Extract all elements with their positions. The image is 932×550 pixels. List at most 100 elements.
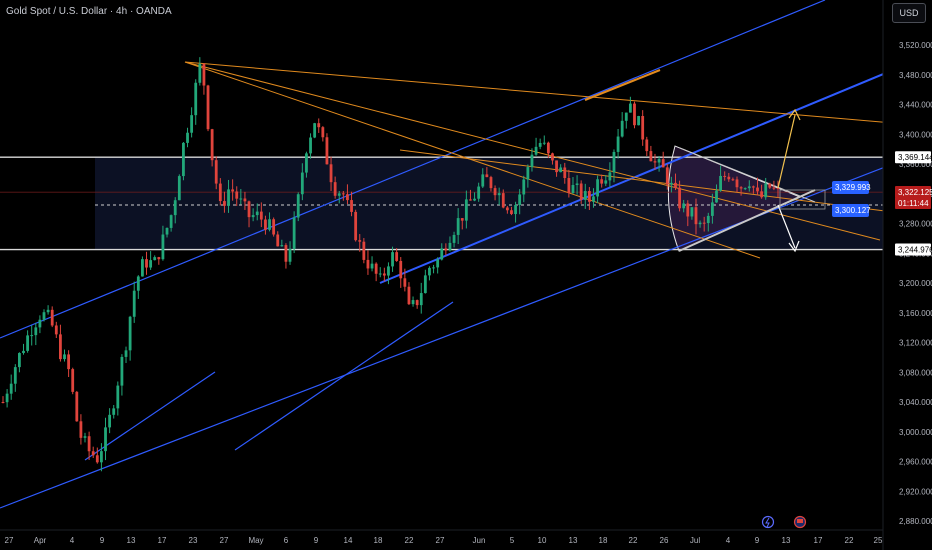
candle-body bbox=[136, 276, 140, 291]
candle-body bbox=[50, 309, 54, 326]
candle-body bbox=[231, 189, 235, 192]
candle-body bbox=[600, 179, 604, 184]
y-tick-label: 3,440.000 bbox=[899, 101, 932, 110]
candle-body bbox=[551, 153, 554, 161]
countdown-tag-bg bbox=[895, 197, 931, 209]
candle-body bbox=[264, 219, 267, 230]
candle-body bbox=[739, 187, 743, 189]
measure-box bbox=[779, 189, 826, 210]
candle-body bbox=[444, 248, 448, 251]
candle-body bbox=[497, 193, 501, 196]
candle-body bbox=[190, 115, 194, 133]
candle-body bbox=[448, 242, 452, 251]
candle-body bbox=[534, 146, 538, 155]
candle-body bbox=[259, 211, 263, 220]
candle-body bbox=[325, 137, 329, 165]
candle-body bbox=[674, 182, 677, 188]
x-tick-label: 27 bbox=[220, 536, 229, 545]
candle-body bbox=[715, 190, 718, 203]
candle-body bbox=[514, 204, 517, 215]
candle-body bbox=[198, 63, 202, 83]
candle-body bbox=[124, 350, 128, 357]
candle-body bbox=[538, 142, 542, 147]
candle-body bbox=[628, 103, 632, 113]
y-tick-label: 2,920.000 bbox=[899, 487, 932, 496]
candle-body bbox=[145, 259, 148, 268]
x-tick-label: 23 bbox=[189, 536, 198, 545]
event-lightning-icon[interactable] bbox=[761, 515, 775, 529]
candle-body bbox=[317, 123, 321, 128]
x-tick-label: Apr bbox=[34, 536, 47, 545]
candle-body bbox=[526, 167, 530, 180]
candle-body bbox=[399, 260, 403, 279]
trendline bbox=[184, 61, 894, 124]
y-tick-label: 3,480.000 bbox=[899, 71, 932, 80]
candle-body bbox=[120, 356, 124, 386]
candle-body bbox=[587, 191, 591, 202]
candle-body bbox=[477, 186, 481, 199]
candle-body bbox=[391, 252, 394, 267]
resistance-tag-bg bbox=[895, 151, 931, 164]
triangle-lower-leg bbox=[678, 189, 816, 252]
candle-body bbox=[669, 182, 673, 185]
target-up-tag: 3,329.993 bbox=[835, 183, 871, 192]
candle-body bbox=[182, 142, 185, 177]
candle-body bbox=[694, 207, 698, 225]
candle-body bbox=[624, 112, 628, 121]
countdown-tag: 01:11:44 bbox=[898, 199, 929, 208]
candle-body bbox=[169, 215, 173, 228]
x-tick-label: 17 bbox=[158, 536, 167, 545]
candle-body bbox=[481, 174, 485, 187]
candle-body bbox=[637, 116, 640, 126]
candle-body bbox=[415, 300, 419, 306]
candle-body bbox=[366, 259, 370, 269]
candle-body bbox=[686, 203, 690, 217]
candle-body bbox=[768, 183, 772, 188]
candle-body bbox=[473, 198, 476, 201]
candle-body bbox=[358, 240, 362, 242]
candle-body bbox=[370, 263, 374, 269]
price-axis[interactable] bbox=[883, 0, 932, 550]
candle-body bbox=[723, 175, 727, 177]
candle-body bbox=[235, 191, 239, 199]
candle-body bbox=[592, 196, 595, 202]
candle-body bbox=[354, 211, 358, 241]
candle-body bbox=[760, 191, 763, 198]
candle-body bbox=[346, 194, 349, 201]
candle-body bbox=[710, 202, 714, 216]
candle-body bbox=[382, 273, 386, 276]
x-tick-label: 22 bbox=[845, 536, 854, 545]
x-tick-label: 10 bbox=[538, 536, 547, 545]
candle-body bbox=[559, 167, 563, 173]
candle-body bbox=[719, 175, 722, 191]
candle-body bbox=[678, 187, 681, 209]
currency-button[interactable]: USD bbox=[892, 3, 926, 23]
candle-body bbox=[407, 286, 411, 305]
candle-body bbox=[571, 185, 575, 194]
candle-body bbox=[501, 193, 505, 208]
candle-body bbox=[239, 198, 243, 200]
candle-body bbox=[436, 259, 440, 268]
candle-body bbox=[665, 167, 669, 185]
candle-body bbox=[706, 215, 710, 224]
target-up-tag-bg bbox=[832, 181, 869, 194]
candle-body bbox=[329, 164, 333, 183]
candle-body bbox=[186, 132, 189, 143]
candle-body bbox=[75, 391, 79, 422]
candle-body bbox=[485, 174, 489, 178]
candle-body bbox=[46, 309, 50, 313]
candle-body bbox=[395, 252, 399, 261]
projection-down-line bbox=[777, 204, 796, 249]
candle-body bbox=[641, 116, 645, 140]
x-tick-label: 18 bbox=[374, 536, 383, 545]
candle-body bbox=[243, 198, 247, 202]
x-tick-label: 5 bbox=[510, 536, 515, 545]
candle-body bbox=[141, 259, 144, 277]
support-tag: 3,244.976 bbox=[898, 246, 932, 255]
y-tick-label: 3,200.000 bbox=[899, 279, 932, 288]
support-tag-bg bbox=[895, 243, 931, 256]
candle-body bbox=[362, 241, 366, 260]
candle-body bbox=[616, 136, 620, 152]
x-tick-label: 18 bbox=[599, 536, 608, 545]
